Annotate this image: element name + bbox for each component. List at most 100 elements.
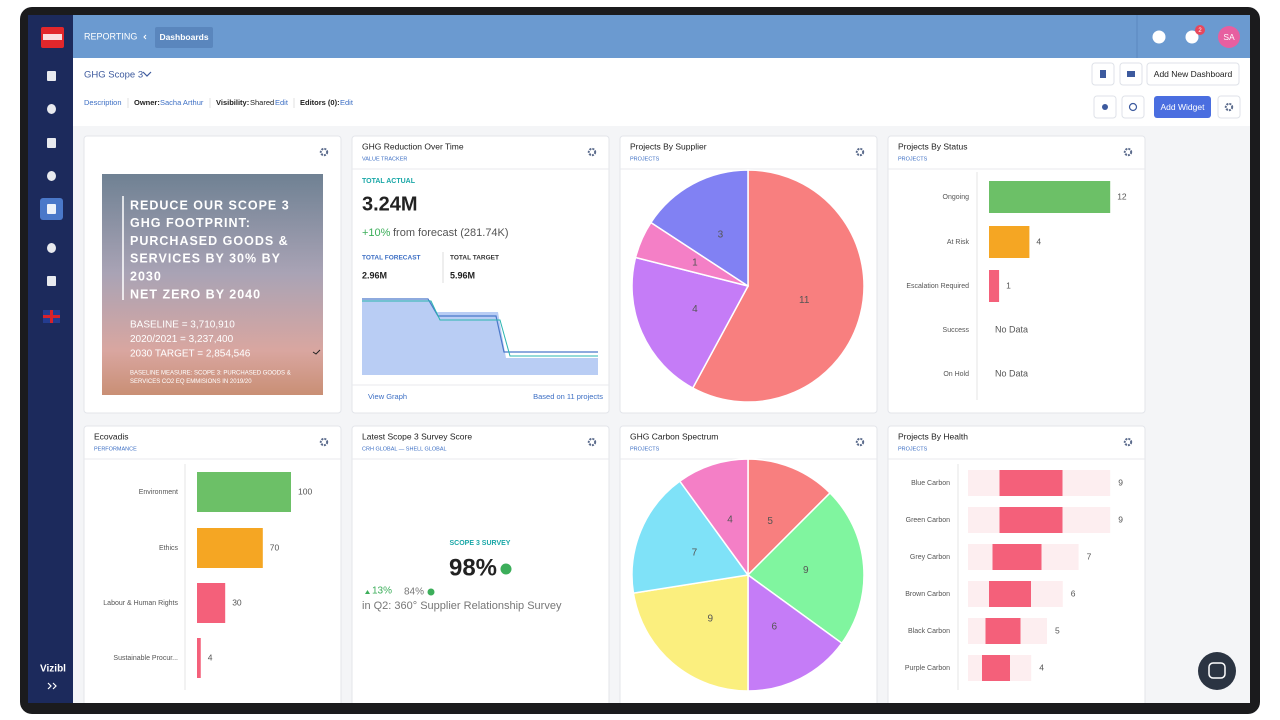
goal-image <box>102 174 323 395</box>
category-label: Ethics <box>159 545 179 552</box>
category-label: Purple Carbon <box>905 665 950 672</box>
goal-text: NET ZERO BY 2040 <box>130 287 261 301</box>
category-label: At Risk <box>947 239 970 246</box>
breadcrumb-section[interactable]: REPORTING <box>84 31 137 41</box>
value-label: 7 <box>1087 551 1092 561</box>
target-value: 5.96M <box>450 270 475 280</box>
value-label: 4 <box>208 652 213 662</box>
settings-icon[interactable] <box>587 147 597 157</box>
avatar-initials: SA <box>1223 32 1235 42</box>
slice-label: 11 <box>799 295 810 306</box>
refresh-button[interactable] <box>1121 95 1145 119</box>
pie-slice <box>691 169 865 403</box>
category-label: Sustainable Procur... <box>113 655 178 662</box>
visibility-edit[interactable]: Edit <box>275 98 289 107</box>
widget-card <box>351 425 610 703</box>
goal-text: GHG FOOTPRINT: <box>130 216 251 230</box>
help-icon[interactable] <box>1152 30 1166 44</box>
goal-note: BASELINE MEASURE: SCOPE 3: PURCHASED GOO… <box>130 371 291 377</box>
dashboard-chevron[interactable] <box>142 71 152 77</box>
metric-change-text: from forecast (281.74K) <box>393 227 509 239</box>
pie-slice <box>678 458 749 578</box>
value-label: 6 <box>1071 588 1076 598</box>
visibility: Shared <box>250 98 274 107</box>
slice-label: 7 <box>692 547 698 558</box>
owner-label: Owner: <box>134 98 160 107</box>
slice-label: 4 <box>692 304 698 315</box>
widget-subtitle: PROJECTS <box>630 156 660 162</box>
brand: Vizibl <box>40 664 66 675</box>
widget-title: Ecovadis <box>94 431 129 441</box>
value-label: 5 <box>1055 625 1060 635</box>
category-label: Grey Carbon <box>910 554 950 561</box>
bar <box>999 507 1063 533</box>
trend-line <box>362 300 598 357</box>
nav-icon[interactable] <box>47 171 56 181</box>
widget-subtitle: VALUE TRACKER <box>362 156 407 162</box>
value-label: 30 <box>232 597 242 607</box>
breadcrumb-current: Dashboards <box>159 32 208 42</box>
nav-icon[interactable] <box>47 138 56 148</box>
goal-text: 2030 <box>130 269 162 283</box>
widget-card <box>83 425 342 703</box>
widget-subtitle: PROJECTS <box>630 446 660 452</box>
chat-icon <box>1208 662 1226 679</box>
add-widget-button[interactable] <box>1154 96 1211 118</box>
bar <box>982 655 1010 681</box>
check-icon <box>500 563 512 575</box>
pie-slice <box>649 169 749 288</box>
avatar[interactable] <box>1218 26 1240 48</box>
nav-icon[interactable] <box>47 276 56 286</box>
add-dashboard-button[interactable] <box>1146 62 1240 86</box>
settings-icon[interactable] <box>1123 437 1133 447</box>
pie-slice <box>747 458 832 577</box>
chat-button[interactable] <box>1198 652 1236 690</box>
settings-icon[interactable] <box>319 147 329 157</box>
icon <box>1102 104 1108 110</box>
nav-icon[interactable] <box>47 104 56 114</box>
view-graph-link[interactable]: View Graph <box>368 392 407 401</box>
icon <box>1128 102 1138 112</box>
widget-title: Latest Scope 3 Survey Score <box>362 431 472 441</box>
no-data-label: No Data <box>995 324 1028 334</box>
breadcrumb-current-bg[interactable] <box>155 27 213 48</box>
nav-icon[interactable] <box>47 243 56 253</box>
settings-button[interactable] <box>1217 95 1241 119</box>
metric-change: +10% <box>362 227 391 239</box>
trend-area <box>362 300 598 375</box>
collapse-icon[interactable] <box>47 682 57 690</box>
category-label: Success <box>943 327 970 334</box>
bar <box>197 638 201 678</box>
settings-icon[interactable] <box>1123 147 1133 157</box>
editors-label: Editors (0): <box>300 98 340 107</box>
survey-delta: 13% <box>372 586 392 597</box>
goal-stat: 2020/2021 = 3,237,400 <box>130 334 234 345</box>
goal-stat: BASELINE = 3,710,910 <box>130 320 235 331</box>
slice-label: 6 <box>772 621 778 632</box>
metric-label: TOTAL ACTUAL <box>362 178 416 185</box>
nav-icon[interactable] <box>47 71 56 81</box>
target-label: TOTAL TARGET <box>450 255 499 262</box>
settings-icon[interactable] <box>587 437 597 447</box>
settings-icon[interactable] <box>855 147 865 157</box>
settings-icon[interactable] <box>319 437 329 447</box>
nav-icon[interactable] <box>47 204 56 214</box>
settings-icon[interactable] <box>855 437 865 447</box>
slice-label: 1 <box>692 257 698 268</box>
top-bar <box>73 15 1250 58</box>
bar <box>999 470 1063 496</box>
dashboard-name[interactable]: GHG Scope 3 <box>84 70 143 81</box>
widget-title: GHG Carbon Spectrum <box>630 431 718 441</box>
editors-edit[interactable]: Edit <box>340 98 354 107</box>
goal-text: SERVICES BY 30% BY <box>130 252 281 266</box>
category-label: Black Carbon <box>908 628 950 635</box>
survey-caption: in Q2: 360° Supplier Relationship Survey <box>362 600 562 612</box>
owner[interactable]: Sacha Arthur <box>160 98 204 107</box>
toolbar <box>73 58 1250 126</box>
notifications-icon[interactable] <box>1185 30 1199 44</box>
description-link[interactable]: Description <box>84 98 122 107</box>
metric-value: 3.24M <box>362 193 418 215</box>
settings-icon[interactable] <box>1224 102 1234 112</box>
